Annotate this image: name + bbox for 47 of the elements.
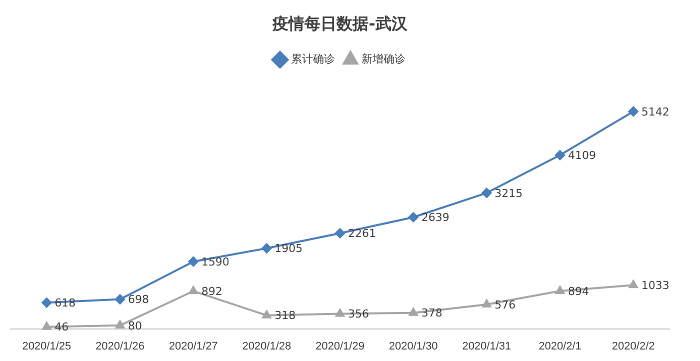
- data-label: 1590: [201, 255, 230, 268]
- point: [482, 188, 492, 198]
- point: [628, 280, 638, 288]
- x-tick-label: 2020/1/31: [462, 340, 512, 352]
- legend-label: 新增确诊: [362, 52, 406, 66]
- data-label: 698: [128, 293, 149, 306]
- point: [188, 286, 198, 294]
- data-label: 1033: [641, 279, 670, 292]
- point: [115, 294, 125, 304]
- chart-title: 疫情每日数据-武汉: [272, 14, 408, 33]
- point: [336, 308, 344, 317]
- x-tick-label: 2020/1/26: [96, 340, 144, 352]
- data-label: 576: [494, 298, 516, 312]
- x-tick-label: 2020/1/25: [22, 340, 72, 352]
- point: [556, 286, 564, 294]
- data-label: 5142: [641, 105, 670, 118]
- x-tick-label: 2020/1/27: [168, 340, 218, 352]
- point: [188, 256, 198, 267]
- point: [482, 299, 492, 308]
- point: [628, 106, 638, 116]
- data-label: 892: [201, 284, 222, 298]
- data-label: 356: [348, 308, 369, 321]
- data-label: 2261: [348, 227, 376, 240]
- x-tick-label: 2020/1/29: [316, 340, 364, 352]
- data-label: 378: [421, 306, 442, 320]
- data-label: 894: [568, 284, 589, 298]
- data-label: 2639: [421, 211, 450, 224]
- data-label: 80: [128, 319, 142, 332]
- data-label: 1905: [274, 242, 303, 256]
- data-label: 4109: [568, 148, 596, 162]
- x-tick-label: 2020/2/1: [538, 340, 582, 352]
- point: [335, 228, 345, 238]
- data-label: 3215: [494, 186, 523, 200]
- x-tick-label: 2020/1/30: [388, 340, 438, 352]
- point: [42, 322, 52, 330]
- point: [408, 308, 418, 316]
- point: [262, 310, 272, 318]
- point: [555, 150, 565, 160]
- x-tick-label: 2020/2/2: [612, 340, 655, 352]
- data-label: 46: [54, 320, 69, 334]
- point: [262, 243, 272, 254]
- point: [408, 212, 418, 222]
- point: [42, 298, 52, 308]
- point: [116, 320, 124, 328]
- x-tick-label: 2020/1/28: [242, 340, 292, 352]
- legend-label: 累计确诊: [291, 52, 335, 66]
- data-label: 318: [274, 309, 296, 322]
